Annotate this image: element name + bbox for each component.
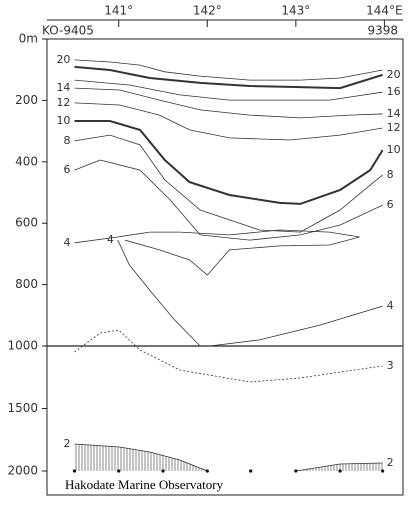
y-tick-label: 800 [15, 277, 38, 291]
contour-label: 10 [387, 143, 401, 156]
contour-line [74, 329, 383, 383]
contour-line [117, 239, 201, 347]
station-dot [72, 469, 77, 473]
contour-label: 10 [56, 114, 70, 127]
contour-line [74, 229, 360, 276]
station-dot [161, 469, 165, 473]
contour-label: 4 [63, 236, 70, 249]
contour-line [74, 443, 208, 472]
y-tick-label: 1500 [7, 401, 38, 415]
hatched-area [295, 463, 383, 471]
y-tick-label: 600 [15, 216, 38, 230]
contour-line [74, 102, 383, 141]
contour-line [74, 79, 383, 101]
contour-line [74, 59, 383, 81]
contour-label: 20 [387, 68, 401, 81]
contour-label: 14 [56, 81, 70, 94]
contour-line [74, 87, 383, 119]
contour-label: 8 [387, 168, 394, 181]
x-tick-label: 144°E [366, 4, 403, 18]
station-dot [338, 469, 342, 473]
station-dot [249, 469, 253, 473]
y-tick-label: 200 [15, 93, 38, 107]
contour-label: 2 [387, 456, 394, 469]
contour-label: 2 [63, 437, 70, 450]
contour-label: 3 [387, 359, 394, 372]
hatched-area [74, 444, 208, 471]
y-tick-label: 2000 [7, 464, 38, 478]
contour-label: 6 [387, 198, 394, 211]
x-tick-label: 142° [193, 4, 222, 18]
y-tick-label: 1000 [7, 339, 38, 353]
station-dot [381, 469, 385, 473]
contour-label: 16 [387, 85, 401, 98]
contour-label: 14 [387, 107, 401, 120]
footer: Hakodate Marine Observatory [65, 477, 224, 492]
station-label: 9398 [367, 24, 398, 38]
cruise-label: KO-9405 [42, 24, 94, 38]
contour-line [295, 462, 383, 472]
contour-label: 8 [63, 134, 70, 147]
contour-line [74, 159, 383, 241]
contour-line [209, 305, 383, 347]
y-tick-label: 400 [15, 154, 38, 168]
y-tick-label: 0m [19, 32, 38, 46]
plot-frame [46, 38, 404, 496]
contour-label: 20 [56, 53, 70, 66]
x-tick-label: 143° [281, 4, 310, 18]
contour-line [74, 134, 383, 233]
contour-line [74, 65, 383, 90]
station-dot [205, 469, 209, 473]
contour-label: 12 [387, 121, 401, 134]
station-dot [117, 469, 121, 473]
station-dot [294, 469, 298, 473]
contour-label: 4 [387, 299, 394, 312]
contour-label: 4 [107, 233, 114, 246]
x-tick-label: 141° [104, 4, 133, 18]
contour-label: 12 [56, 96, 70, 109]
contour-label: 6 [63, 163, 70, 176]
contour-line [74, 120, 384, 205]
